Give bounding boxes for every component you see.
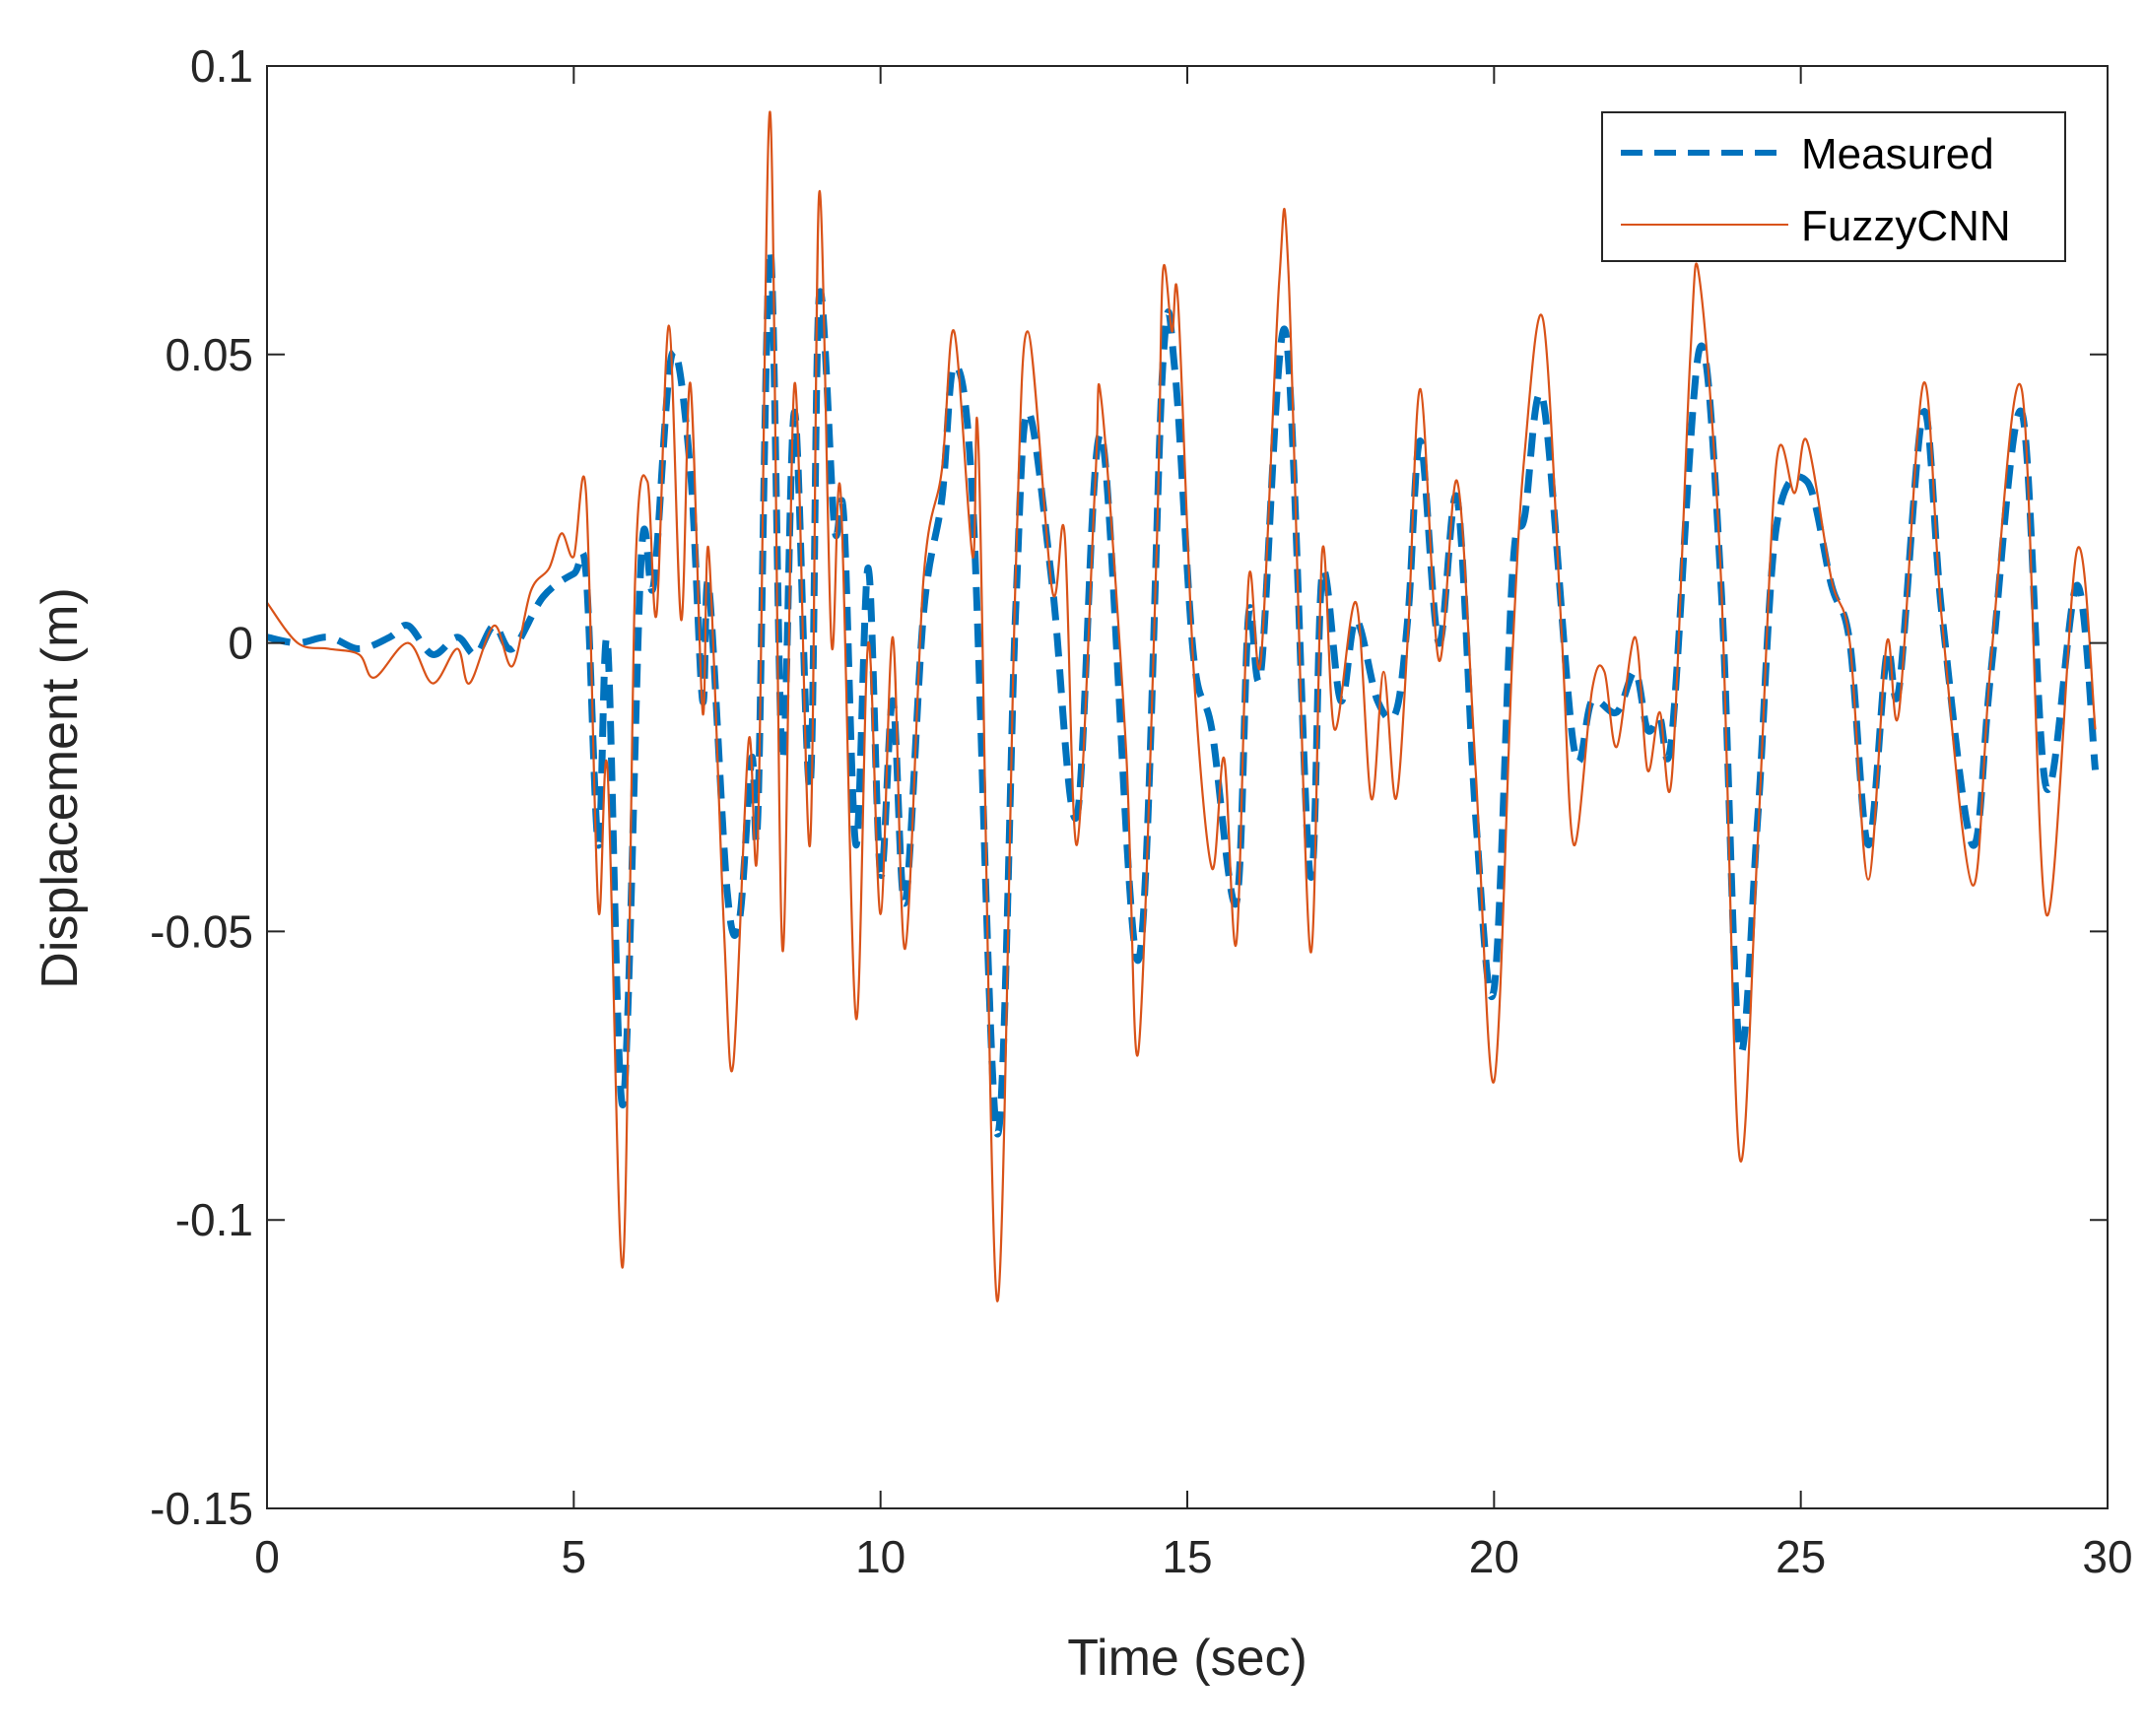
x-tick-label: 25	[1776, 1531, 1826, 1582]
plot-area-frame	[266, 65, 2109, 1509]
series-layer	[266, 110, 2100, 1302]
series-line-fuzzycnn	[266, 110, 2097, 1302]
y-tick-label: -0.1	[175, 1194, 253, 1245]
legend-label-fuzzycnn: FuzzyCNN	[1801, 202, 2011, 250]
y-tick-label: 0.1	[190, 40, 253, 92]
series-line-measured	[266, 246, 2100, 1138]
y-axis-label: Displacement (m)	[32, 587, 89, 988]
x-tick-label: 10	[855, 1531, 905, 1582]
legend-box	[1601, 111, 2066, 262]
x-tick-label: 20	[1469, 1531, 1519, 1582]
y-tick-label: -0.15	[150, 1483, 253, 1534]
legend-label-measured: Measured	[1801, 130, 1994, 178]
x-tick-label: 15	[1162, 1531, 1212, 1582]
legend: Measured FuzzyCNN	[1601, 111, 2066, 262]
y-tick-label: 0	[228, 618, 253, 669]
x-tick-label: 5	[562, 1531, 587, 1582]
x-tick-label: 30	[2082, 1531, 2132, 1582]
x-axis-label: Time (sec)	[1067, 1630, 1307, 1687]
ticks-layer: 0 5 10 15 20 25 30 0.1 0.05 0 -0.05 -0.1 -0.15	[150, 40, 2132, 1582]
x-tick-label: 0	[254, 1531, 280, 1582]
y-tick-label: 0.05	[165, 329, 253, 380]
y-tick-label: -0.05	[150, 905, 253, 957]
